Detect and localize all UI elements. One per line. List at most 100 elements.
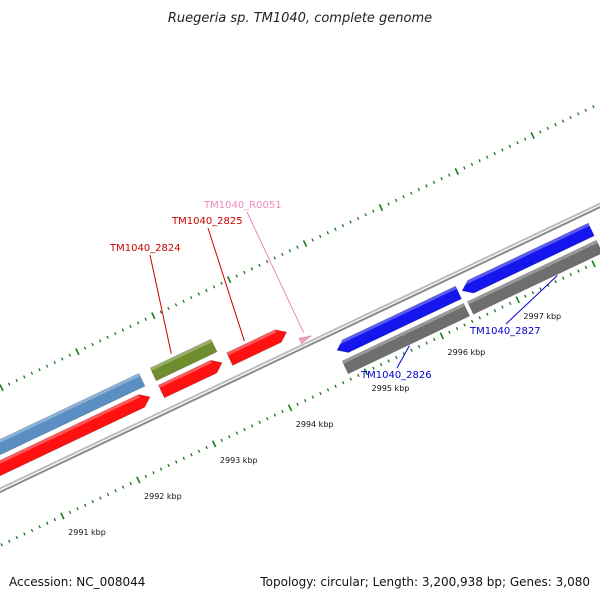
- scale-tick-upper: [0, 384, 4, 392]
- tick-label: 2993 kbp: [220, 456, 258, 465]
- scale-tick-upper: [493, 151, 496, 156]
- scale-tick-lower: [463, 323, 466, 327]
- scale-tick-upper: [410, 191, 413, 195]
- callout-line: [207, 227, 245, 342]
- scale-tick-upper: [91, 342, 94, 347]
- scale-tick-lower: [363, 368, 369, 376]
- scale-tick-upper: [402, 195, 405, 199]
- tick-label: 2994 kbp: [296, 420, 334, 429]
- feature-gene-blue: [0, 373, 146, 456]
- scale-tick-lower: [341, 381, 345, 385]
- scale-tick-lower: [439, 332, 445, 340]
- scale-tick-lower: [508, 301, 512, 306]
- scale-tick-upper: [478, 159, 481, 163]
- scale-tick-upper: [182, 299, 185, 303]
- scale-tick-upper: [440, 177, 443, 181]
- scale-tick-lower: [486, 312, 489, 316]
- feature-shape: [336, 285, 462, 353]
- scale-tick-upper: [584, 108, 588, 112]
- scale-tick-lower: [190, 453, 193, 457]
- scale-tick-upper: [197, 292, 201, 296]
- scale-tick-upper: [470, 162, 474, 166]
- scale-tick-upper: [273, 256, 276, 260]
- scale-tick-upper: [159, 310, 163, 314]
- scale-tick-upper: [83, 346, 87, 350]
- feature-highlight: [0, 394, 140, 464]
- feature-shape: [341, 303, 470, 375]
- scale-tick-upper: [129, 324, 132, 329]
- feature-shape: [158, 359, 223, 399]
- feature-shape: [467, 239, 600, 315]
- scale-tick-lower: [334, 384, 337, 388]
- scale-tick-lower: [304, 399, 307, 403]
- scale-tick-upper: [136, 321, 140, 325]
- scale-tick-lower: [524, 294, 527, 298]
- scale-tick-upper: [485, 155, 489, 159]
- scale-tick-upper: [501, 148, 504, 152]
- callout-line: [505, 275, 558, 325]
- tick-label: 2991 kbp: [68, 528, 106, 537]
- scale-tick-upper: [75, 348, 80, 356]
- scale-tick-upper: [189, 296, 193, 300]
- feature-highlight: [334, 286, 457, 347]
- scale-tick-upper: [592, 105, 595, 109]
- scale-tick-lower: [8, 539, 11, 543]
- scale-tick-upper: [561, 119, 565, 123]
- scale-tick-upper: [7, 382, 11, 386]
- scale-tick-lower: [152, 471, 155, 475]
- scale-tick-lower: [129, 481, 132, 486]
- scale-tick-lower: [311, 395, 315, 399]
- tick-label: 2995 kbp: [372, 384, 410, 393]
- scale-tick-upper: [98, 339, 102, 343]
- feature-highlight: [0, 373, 141, 443]
- feature-shape: [226, 329, 288, 366]
- scale-tick-lower: [349, 377, 353, 381]
- scale-tick-lower: [205, 445, 208, 450]
- feature-cds-red-2824: [158, 359, 223, 399]
- scale-tick-upper: [121, 328, 125, 332]
- scale-tick-upper: [546, 126, 550, 130]
- scale-tick-lower: [493, 308, 497, 313]
- scale-tick-lower: [0, 543, 3, 547]
- scale-tick-lower: [379, 363, 383, 367]
- scale-tick-upper: [302, 240, 308, 248]
- scale-tick-lower: [448, 330, 451, 334]
- scale-tick-lower: [182, 456, 186, 460]
- scale-tick-lower: [387, 359, 390, 363]
- feature-cds-red-long: [0, 394, 151, 477]
- scale-tick-upper: [106, 335, 109, 339]
- feature-shape: [149, 338, 218, 382]
- scale-tick-lower: [38, 525, 41, 529]
- scale-tick-upper: [447, 173, 451, 177]
- scale-tick-upper: [356, 216, 360, 221]
- scale-tick-lower: [167, 463, 170, 468]
- scale-tick-lower: [539, 287, 542, 291]
- scale-tick-upper: [174, 303, 178, 307]
- feature-highlight: [459, 223, 590, 288]
- scale-tick-lower: [287, 404, 293, 412]
- scale-tick-lower: [114, 489, 117, 493]
- feature-cds-blue-2827: [459, 222, 595, 294]
- scale-tick-upper: [167, 306, 170, 311]
- scale-tick-upper: [151, 312, 156, 320]
- scale-tick-upper: [349, 220, 352, 224]
- scale-tick-upper: [463, 166, 466, 170]
- scale-tick-lower: [76, 507, 79, 511]
- scale-tick-upper: [258, 263, 261, 267]
- scale-tick-upper: [53, 360, 56, 365]
- scale-tick-lower: [531, 290, 535, 295]
- scale-tick-upper: [576, 112, 580, 116]
- scale-tick-lower: [554, 280, 557, 284]
- scale-tick-upper: [243, 270, 246, 275]
- scale-tick-lower: [577, 269, 580, 273]
- scale-tick-upper: [554, 123, 557, 127]
- scale-tick-lower: [395, 355, 398, 360]
- scale-tick-lower: [319, 391, 322, 396]
- scale-tick-lower: [501, 305, 504, 309]
- scale-tick-upper: [114, 332, 117, 336]
- scale-tick-lower: [121, 485, 125, 489]
- scale-tick-upper: [288, 249, 292, 253]
- scale-tick-lower: [433, 337, 436, 342]
- scale-tick-lower: [159, 467, 163, 471]
- feature-gene-olive: [149, 338, 218, 382]
